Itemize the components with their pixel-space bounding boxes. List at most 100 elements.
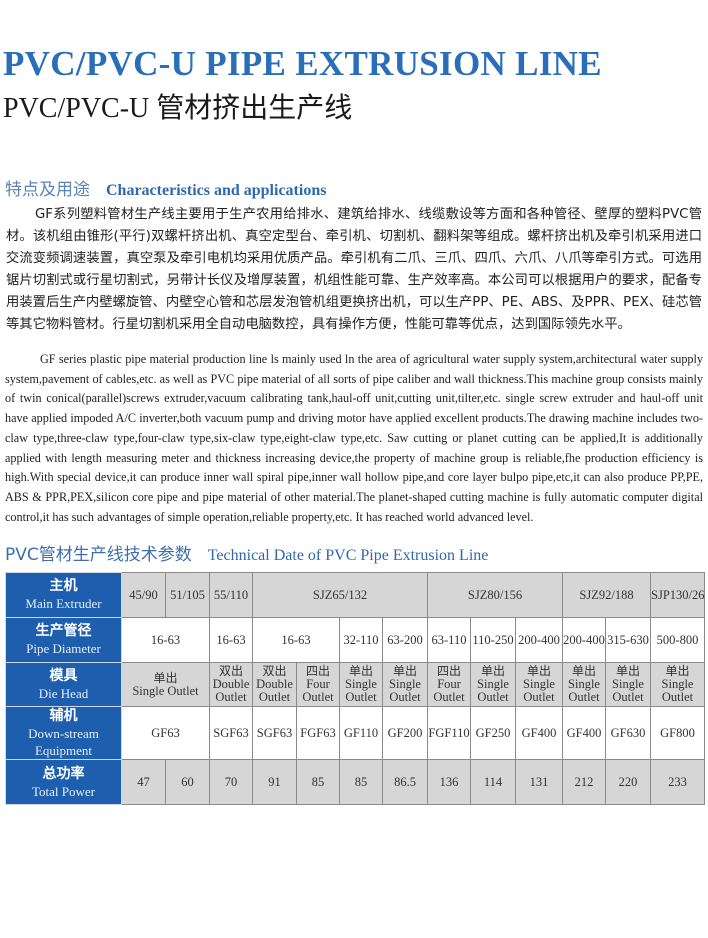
row-header-cn: 主机 bbox=[49, 578, 78, 595]
table-cell: 单出 Single Outlet bbox=[121, 661, 210, 708]
table-cell: FGF63 bbox=[296, 706, 340, 761]
table-cell: 91 bbox=[252, 759, 297, 806]
cell-en: Single Outlet bbox=[132, 683, 199, 698]
table-cell: 四出 Four Outlet bbox=[296, 661, 340, 708]
row-header-cn: 生产管径 bbox=[35, 623, 92, 640]
row-header-en: Main Extruder bbox=[25, 596, 102, 612]
row-header-cn: 辅机 bbox=[49, 708, 78, 725]
table-cell: 136 bbox=[427, 759, 471, 806]
cell-cn: 单出 bbox=[480, 664, 505, 679]
cell-en: Single Outlet bbox=[523, 677, 555, 705]
table-cell: 85 bbox=[296, 759, 340, 806]
cell-cn: 四出 bbox=[436, 664, 461, 679]
table-cell: 32-110 bbox=[339, 616, 383, 663]
section-heading-cn: PVC管材生产线技术参数 bbox=[5, 545, 192, 565]
cell-cn: 双出 bbox=[262, 664, 287, 679]
page-title: PVC/PVC-U PIPE EXTRUSION LINE bbox=[3, 44, 602, 83]
table-row-down-stream-equipment: 辅机 Down-stream Equipment GF63 SGF63 SGF63 FGF… bbox=[5, 706, 706, 761]
table-cell: 114 bbox=[470, 759, 516, 806]
description-chinese: GF系列塑料管材生产线主要用于生产农用给排水、建筑给排水、线缆敷设等方面和各种管… bbox=[6, 207, 702, 332]
table-cell: 16-63 bbox=[209, 616, 253, 663]
table-cell: 单出 Single Outlet bbox=[562, 661, 607, 708]
section-heading-characteristics: 特点及用途 Characteristics and applications bbox=[5, 175, 326, 200]
cell-cn: 单出 bbox=[153, 670, 178, 685]
table-cell: SJZ65/132 bbox=[252, 572, 428, 618]
table-cell: 51/105 bbox=[165, 572, 210, 618]
cell-cn: 单出 bbox=[527, 664, 552, 679]
table-cell: 45/90 bbox=[121, 572, 166, 618]
row-header-cn: 模具 bbox=[49, 667, 78, 684]
row-header-total-power: 总功率 Total Power bbox=[5, 759, 122, 806]
cell-en: Single Outlet bbox=[661, 677, 694, 705]
cell-en: Single Outlet bbox=[345, 677, 377, 705]
table-cell: 220 bbox=[605, 759, 652, 806]
section-heading-cn: 特点及用途 bbox=[5, 180, 90, 200]
cell-en: Four Outlet bbox=[433, 677, 465, 705]
table-cell: 双出 Double Outlet bbox=[209, 661, 253, 708]
cell-cn: 单出 bbox=[616, 664, 641, 679]
cell-en: Double Outlet bbox=[256, 677, 293, 705]
table-cell: 单出 Single Outlet bbox=[382, 661, 428, 708]
table-cell: 单出 Single Outlet bbox=[514, 661, 564, 708]
table-cell: SGF63 bbox=[252, 706, 297, 761]
row-header-main-extruder: 主机 Main Extruder bbox=[5, 572, 122, 618]
cell-en: Single Outlet bbox=[568, 677, 600, 705]
table-cell: 16-63 bbox=[121, 616, 210, 663]
table-cell: 47 bbox=[121, 759, 166, 806]
cell-cn: 四出 bbox=[305, 664, 330, 679]
table-cell: 200-400 bbox=[514, 616, 564, 663]
row-header-down-stream-equipment: 辅机 Down-stream Equipment bbox=[5, 706, 122, 761]
table-cell: 单出 Single Outlet bbox=[650, 661, 706, 708]
row-header-en: Down-stream Equipment bbox=[28, 726, 99, 759]
table-cell: 63-200 bbox=[382, 616, 428, 663]
table-row-total-power: 总功率 Total Power 47 60 70 91 85 85 86.5 136 114 131 2… bbox=[5, 759, 706, 806]
table-cell: FGF110 bbox=[427, 706, 471, 761]
row-header-pipe-diameter: 生产管径 Pipe Diameter bbox=[5, 616, 122, 663]
table-cell: GF630 bbox=[605, 706, 652, 761]
table-row-main-extruder: 主机 Main Extruder 45/90 51/105 55/110 SJZ65/13… bbox=[5, 572, 706, 618]
table-cell: 315-630 bbox=[605, 616, 652, 663]
table-cell: 500-800 bbox=[650, 616, 706, 663]
row-header-cn: 总功率 bbox=[42, 765, 85, 782]
cell-cn: 单出 bbox=[572, 664, 597, 679]
table-cell: 63-110 bbox=[427, 616, 471, 663]
page-subtitle: PVC/PVC-U 管材挤出生产线 bbox=[3, 93, 353, 124]
table-cell: 55/110 bbox=[209, 572, 253, 618]
table-cell: 四出 Four Outlet bbox=[427, 661, 471, 708]
cell-en: Single Outlet bbox=[612, 677, 644, 705]
table-cell: 单出 Single Outlet bbox=[339, 661, 383, 708]
technical-parameters-table: 主机 Main Extruder 45/90 51/105 55/110 SJZ65/13… bbox=[5, 572, 706, 806]
table-row-pipe-diameter: 生产管径 Pipe Diameter 16-63 16-63 16-63 32-110 63… bbox=[5, 616, 706, 663]
table-cell: GF200 bbox=[382, 706, 428, 761]
table-cell: GF250 bbox=[470, 706, 516, 761]
table-cell: 16-63 bbox=[252, 616, 340, 663]
row-header-en: Pipe Diameter bbox=[26, 641, 101, 657]
table-cell: 70 bbox=[209, 759, 253, 806]
table-cell: GF110 bbox=[339, 706, 383, 761]
table-cell: 233 bbox=[650, 759, 706, 806]
table-cell: GF800 bbox=[650, 706, 706, 761]
section-heading-technical: PVC管材生产线技术参数 Technical Date of PVC Pipe E… bbox=[5, 540, 488, 565]
row-header-en: Total Power bbox=[32, 783, 95, 799]
table-cell: 131 bbox=[514, 759, 564, 806]
cell-cn: 单出 bbox=[348, 664, 373, 679]
row-header-die-head: 模具 Die Head bbox=[5, 661, 122, 708]
table-cell: 85 bbox=[339, 759, 383, 806]
row-header-en: Die Head bbox=[38, 685, 89, 701]
table-cell: GF400 bbox=[514, 706, 564, 761]
table-cell: 双出 Double Outlet bbox=[252, 661, 297, 708]
table-cell: SJP130/26 bbox=[650, 572, 706, 618]
cell-cn: 单出 bbox=[665, 664, 690, 679]
table-cell: 212 bbox=[562, 759, 607, 806]
section-heading-en: Technical Date of PVC Pipe Extrusion Lin… bbox=[207, 547, 489, 564]
cell-en: Double Outlet bbox=[212, 677, 250, 705]
table-cell: 60 bbox=[165, 759, 210, 806]
cell-en: Four Outlet bbox=[302, 677, 334, 705]
table-cell: GF63 bbox=[121, 706, 210, 761]
table-cell: 86.5 bbox=[382, 759, 428, 806]
table-cell: 单出 Single Outlet bbox=[605, 661, 652, 708]
table-cell: GF400 bbox=[562, 706, 607, 761]
table-cell: 单出 Single Outlet bbox=[470, 661, 516, 708]
cell-cn: 单出 bbox=[392, 664, 417, 679]
